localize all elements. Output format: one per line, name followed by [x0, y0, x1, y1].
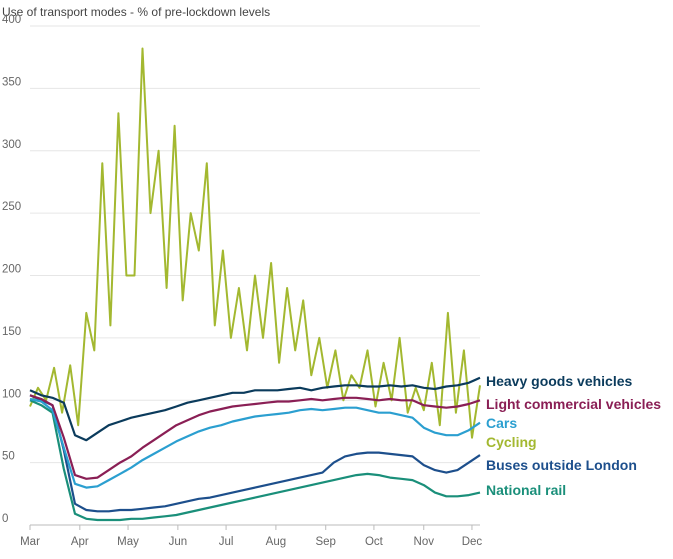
x-tick-label: Oct	[365, 536, 384, 548]
series-label-national-rail: National rail	[486, 482, 566, 498]
y-tick-label: 250	[2, 201, 21, 213]
y-tick-label: 100	[2, 388, 21, 400]
x-axis-ticks: Mar Apr May Jun Jul Aug Sep Oct Nov Dec	[20, 525, 482, 548]
series-line-buses-outside-london	[29, 394, 481, 513]
x-tick-label: Mar	[20, 536, 40, 548]
series-label-buses-outside-london: Buses outside London	[486, 457, 637, 473]
y-tick-label: 400	[2, 14, 21, 26]
series-line-national-rail	[29, 399, 481, 522]
series-line-light-commercial-vehicles	[29, 394, 481, 480]
y-tick-label: 0	[2, 513, 8, 525]
series-line-heavy-goods-vehicles	[29, 376, 481, 442]
x-tick-label: Nov	[414, 536, 435, 548]
y-axis-ticks: 0 50 100 150 200 250 300 350 400	[2, 14, 21, 525]
y-tick-label: 300	[2, 139, 21, 151]
series-lines	[29, 47, 481, 522]
series-labels: Heavy goods vehicles Light commercial veh…	[486, 373, 661, 498]
series-line-cars	[29, 397, 481, 489]
x-tick-label: Aug	[266, 536, 286, 548]
x-tick-label: Apr	[71, 536, 89, 548]
series-label-light-commercial-vehicles: Light commercial vehicles	[486, 396, 661, 412]
y-tick-label: 150	[2, 326, 21, 338]
series-label-heavy-goods-vehicles: Heavy goods vehicles	[486, 373, 633, 389]
series-label-cars: Cars	[486, 415, 517, 431]
x-tick-label: Dec	[462, 536, 483, 548]
series-label-cycling: Cycling	[486, 434, 537, 450]
chart-title: Use of transport modes - % of pre-lockdo…	[2, 5, 270, 19]
series-line-cycling	[29, 47, 481, 439]
x-tick-label: Jul	[219, 536, 234, 548]
y-tick-label: 350	[2, 76, 21, 88]
y-tick-label: 200	[2, 264, 21, 276]
x-tick-label: Sep	[315, 536, 335, 548]
y-tick-label: 50	[2, 451, 15, 463]
x-tick-label: Jun	[169, 536, 188, 548]
x-tick-label: May	[117, 536, 139, 548]
